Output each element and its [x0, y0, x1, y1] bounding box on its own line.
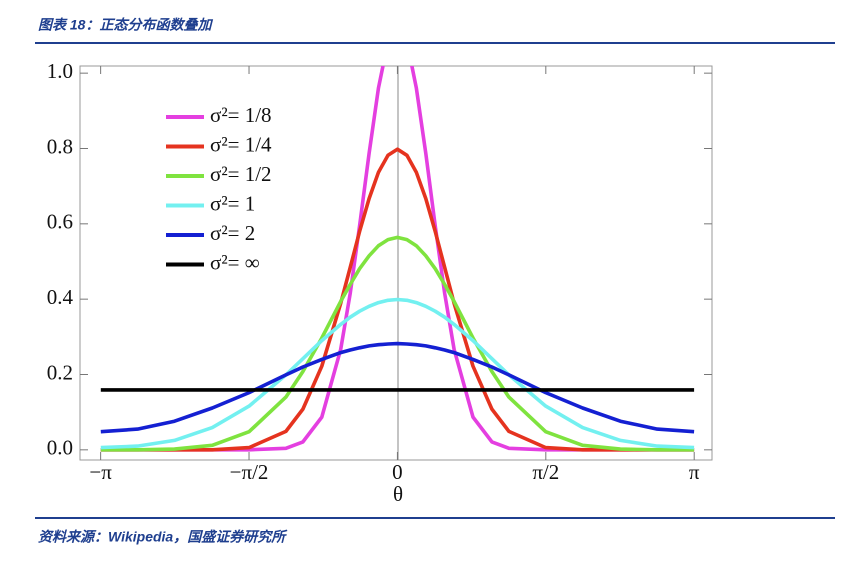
legend-label: σ²= 2: [210, 221, 255, 245]
x-tick-label: π/2: [532, 460, 559, 484]
source-note: 资料来源：Wikipedia，国盛证券研究所: [38, 529, 288, 545]
x-tick-label: −π: [89, 460, 112, 484]
y-tick-label: 0.0: [47, 436, 73, 460]
legend-label: σ²= ∞: [210, 250, 260, 274]
series-line: [100, 66, 695, 452]
series-line: [100, 297, 695, 450]
y-tick-label: 1.0: [47, 59, 73, 83]
y-tick-label: 0.8: [47, 134, 73, 158]
plot-frame: [79, 65, 713, 461]
x-tick-label: π: [689, 460, 700, 484]
series-line: [100, 147, 695, 452]
legend-label: σ²= 1/8: [210, 103, 272, 127]
series-line: [100, 235, 695, 452]
y-tick-label: 0.4: [47, 285, 74, 309]
curves: [100, 66, 695, 452]
series-line: [100, 341, 695, 434]
y-tick-label: 0.2: [47, 360, 73, 384]
legend-label: σ²= 1: [210, 191, 255, 215]
x-tick-label: 0: [392, 460, 403, 484]
legend-label: σ²= 1/4: [210, 132, 272, 156]
x-axis-label: θ: [393, 482, 403, 506]
figure-title: 图表 18：正态分布函数叠加: [38, 17, 213, 33]
legend-label: σ²= 1/2: [210, 162, 272, 186]
y-tick-label: 0.6: [47, 210, 73, 234]
x-tick-label: −π/2: [230, 460, 269, 484]
